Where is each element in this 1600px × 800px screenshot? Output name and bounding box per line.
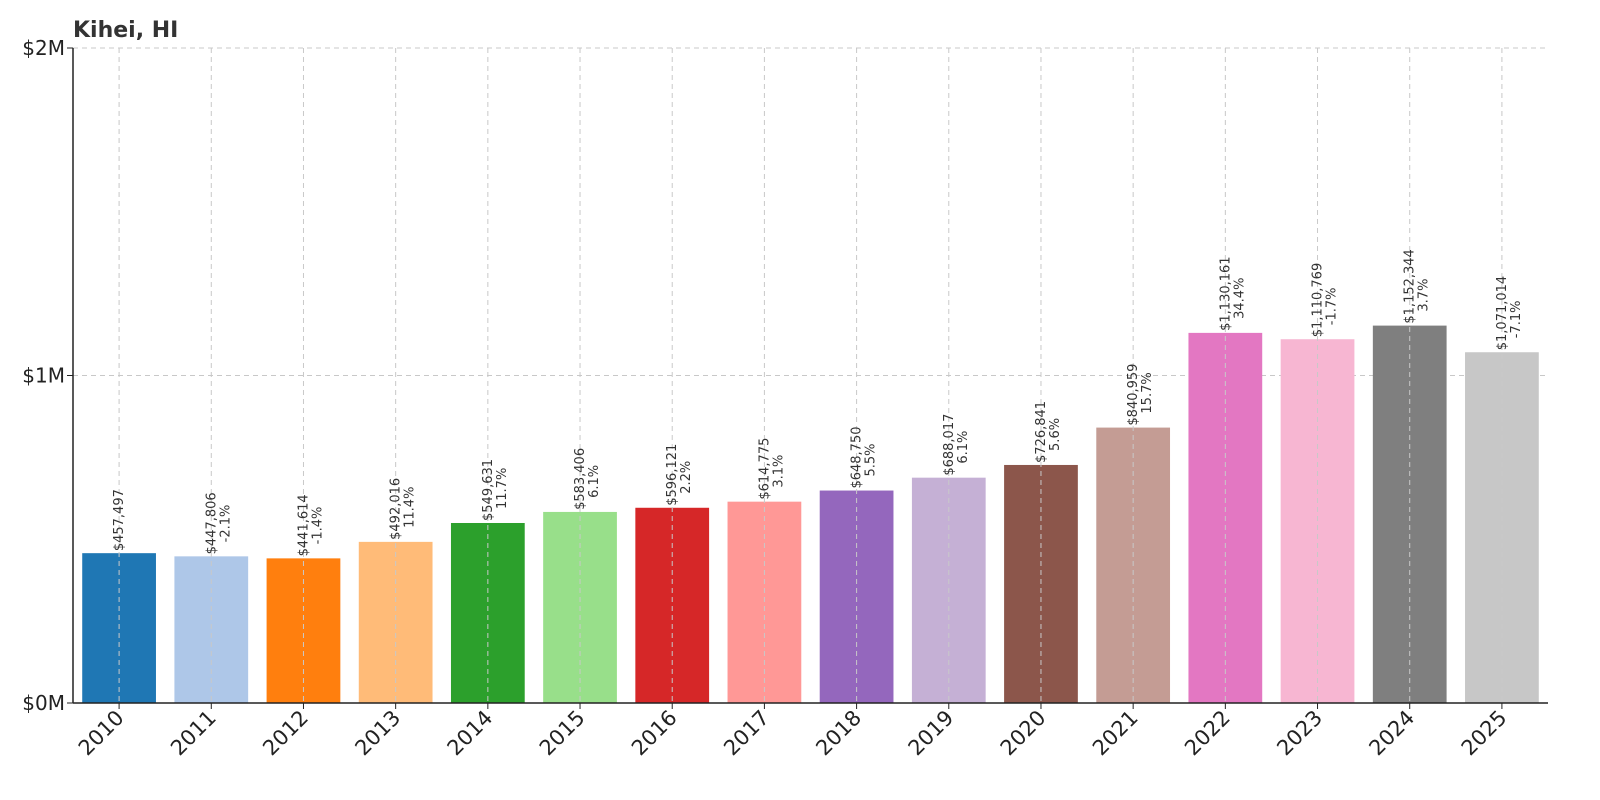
- data-label-change: 34.4%: [1232, 278, 1247, 319]
- data-label-value: $1,110,769: [1311, 263, 1326, 337]
- x-tick-label: 2010: [74, 706, 129, 761]
- y-tick-label: $1M: [22, 364, 65, 388]
- grid: [73, 47, 1548, 376]
- x-tick-label: 2013: [350, 706, 405, 761]
- data-label-change: -2.1%: [218, 505, 233, 543]
- x-tick-label: 2016: [627, 706, 682, 761]
- data-label-change: -1.4%: [310, 507, 325, 545]
- data-label-change: 5.5%: [864, 444, 879, 477]
- data-label-value: $596,121: [665, 444, 680, 506]
- data-label-value: $447,806: [204, 492, 219, 554]
- data-label-change: 3.7%: [1417, 279, 1432, 312]
- y-axis-ticks: $0M $1M $2M: [22, 36, 73, 715]
- x-tick-label: 2020: [996, 706, 1051, 761]
- bar-2024: [1372, 325, 1447, 703]
- data-label-change: 11.7%: [495, 468, 510, 509]
- x-tick-label: 2022: [1180, 706, 1235, 761]
- data-label-change: 11.4%: [403, 487, 418, 528]
- data-label-value: $492,016: [389, 478, 404, 540]
- y-tick-label: $2M: [22, 36, 65, 60]
- x-tick-label: 2015: [535, 706, 590, 761]
- x-tick-label: 2012: [258, 706, 313, 761]
- x-tick-label: 2025: [1457, 706, 1512, 761]
- chart-title: Kihei, HI: [73, 18, 178, 43]
- y-tick-label: $0M: [22, 691, 65, 715]
- bar-2013: [358, 541, 433, 703]
- data-label-change: 2.2%: [679, 461, 694, 494]
- data-label-change: 3.1%: [771, 455, 786, 488]
- x-axis-ticks: 2010 2011 2012 2013 2014 2015 2016 2017 2018 2019…: [74, 703, 1512, 761]
- x-tick-label: 2018: [811, 706, 866, 761]
- data-label-value: $726,841: [1034, 401, 1049, 463]
- x-tick-label: 2023: [1272, 706, 1327, 761]
- bar-2014: [450, 522, 525, 703]
- x-tick-label: 2017: [719, 706, 774, 761]
- data-label-value: $614,775: [757, 438, 772, 500]
- data-label-change: 5.6%: [1048, 418, 1063, 451]
- data-label-value: $457,497: [112, 489, 127, 551]
- data-label-value: $583,406: [573, 448, 588, 510]
- data-label-change: -7.1%: [1509, 301, 1524, 339]
- data-label-value: $441,614: [296, 494, 311, 556]
- data-label-value: $688,017: [942, 414, 957, 476]
- x-tick-label: 2019: [904, 706, 959, 761]
- x-tick-label: 2011: [166, 706, 221, 761]
- data-labels: $457,497 $447,806 -2.1% $441,614 -1.4% $492,0…: [112, 249, 1524, 556]
- data-label-value: $1,130,161: [1218, 256, 1233, 330]
- data-label-change: -1.7%: [1325, 288, 1340, 326]
- data-label-value: $840,959: [1126, 364, 1141, 426]
- data-label-change: 15.7%: [1140, 372, 1155, 413]
- x-tick-label: 2014: [443, 706, 498, 761]
- data-label-value: $648,750: [850, 427, 865, 489]
- data-label-change: 6.1%: [956, 431, 971, 464]
- data-label-change: 6.1%: [587, 465, 602, 498]
- x-tick-label: 2024: [1364, 706, 1419, 761]
- data-label-value: $1,152,344: [1403, 249, 1418, 323]
- x-tick-label: 2021: [1088, 706, 1143, 761]
- data-label-value: $549,631: [481, 459, 496, 521]
- data-label-value: $1,071,014: [1495, 276, 1510, 350]
